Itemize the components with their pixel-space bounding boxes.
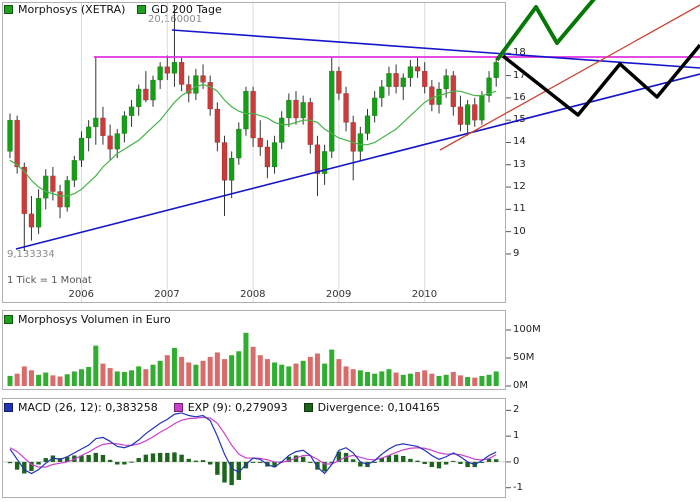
legend-macd-label: MACD (26, 12): 0,383258 [18, 401, 158, 414]
price-axis-label: 15 [513, 114, 526, 126]
macd-series-swatch-icon [4, 403, 13, 412]
price-axis-label: 13 [513, 158, 526, 170]
divergence-series-swatch-icon [303, 403, 313, 412]
legend-exp-label: EXP (9): 0,279093 [187, 401, 288, 414]
price-axis-label: 10 [513, 225, 526, 237]
macd-axis-label: 0 [513, 455, 520, 467]
legend-item-gd200: GD 200 Tage [137, 3, 222, 16]
tick-interval-note: 1 Tick = 1 Monat [7, 275, 92, 286]
price-axis-label: 18 [513, 47, 526, 59]
legend-volume-label: Morphosys Volumen in Euro [18, 313, 171, 326]
legend-item-morphosys: Morphosys (XETRA) [4, 3, 125, 16]
price-axis-label: 11 [513, 203, 526, 215]
volume-axis-label: 100M [513, 324, 541, 335]
macd-axis-label: 2 [513, 404, 520, 416]
price-panel[interactable] [2, 2, 506, 303]
exp-series-swatch-icon [173, 403, 183, 412]
legend-morphosys-label: Morphosys (XETRA) [18, 3, 126, 16]
price-axis-label: 16 [513, 91, 526, 103]
volume-legend: Morphosys Volumen in Euro [4, 313, 171, 326]
legend-item-volume: Morphosys Volumen in Euro [4, 313, 171, 326]
green-projection-line [495, 0, 596, 62]
price-axis-label: 17 [513, 69, 526, 81]
volume-series-swatch-icon [4, 315, 13, 324]
legend-divergence-label: Divergence: 0,104165 [317, 401, 440, 414]
high-price-annotation: 20,160001 [148, 14, 203, 25]
price-axis-label: 14 [513, 136, 526, 148]
legend-item-exp: EXP (9): 0,279093 [173, 401, 288, 414]
low-price-annotation: 9,133334 [7, 249, 55, 260]
macd-legend: MACD (26, 12): 0,383258 EXP (9): 0,27909… [4, 401, 440, 414]
morphosys-series-swatch-icon [4, 5, 13, 14]
price-legend: Morphosys (XETRA) GD 200 Tage [4, 3, 222, 16]
legend-item-macd: MACD (26, 12): 0,383258 [4, 401, 158, 414]
volume-axis-label: 50M [513, 352, 535, 363]
legend-gd200-label: GD 200 Tage [151, 3, 222, 16]
black-projection-line [501, 43, 700, 117]
macd-axis-label: 1 [513, 430, 520, 442]
macd-axis-label: -1 [513, 481, 523, 493]
price-axis-label: 9 [513, 247, 520, 259]
gd200-series-swatch-icon [137, 5, 147, 14]
legend-item-divergence: Divergence: 0,104165 [303, 401, 440, 414]
price-axis-label: 12 [513, 181, 526, 193]
volume-axis-label: 0M [513, 380, 528, 391]
